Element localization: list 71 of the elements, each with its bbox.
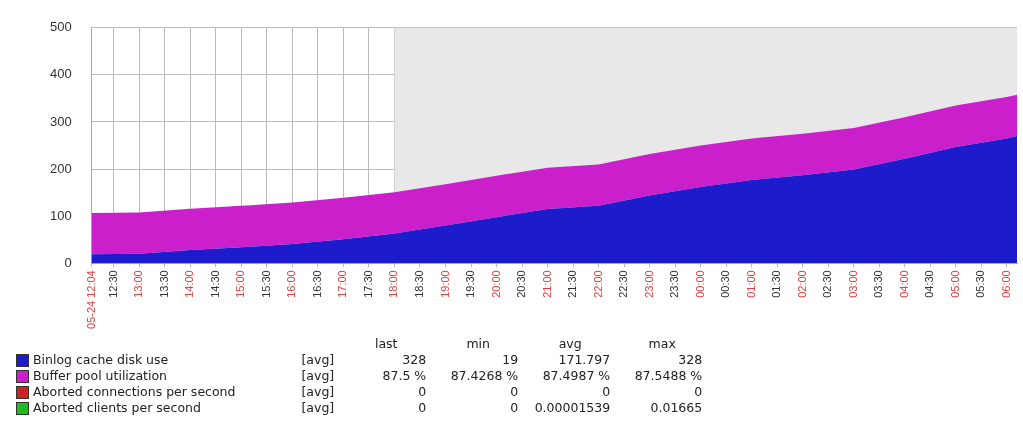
text: 0 bbox=[693, 384, 704, 400]
text: 19 bbox=[501, 352, 520, 368]
text: 87.5488 % bbox=[633, 368, 704, 384]
x-tick-label: 17:30 bbox=[361, 270, 374, 298]
x-tick-label: 15:00 bbox=[234, 270, 247, 298]
x-tick-label: 16:00 bbox=[285, 270, 298, 298]
legend-label: Aborted connections per second bbox=[32, 384, 237, 400]
text: [avg] bbox=[300, 352, 336, 368]
text: last bbox=[373, 336, 399, 352]
text: 0 bbox=[509, 400, 520, 416]
x-tick-label: 17:00 bbox=[336, 270, 349, 298]
x-tick-label: 14:30 bbox=[208, 270, 221, 298]
x-tick-label: 04:30 bbox=[923, 270, 936, 298]
x-tick-label: 14:00 bbox=[183, 270, 196, 298]
x-tick-label: 02:00 bbox=[795, 270, 808, 298]
text: 87.5 % bbox=[381, 368, 428, 384]
legend-label: Aborted clients per second bbox=[32, 400, 202, 416]
x-tick-label: 13:30 bbox=[157, 270, 170, 298]
text: 0 bbox=[417, 400, 428, 416]
y-tick-label: 500 bbox=[49, 19, 72, 35]
y-tick-label: 300 bbox=[49, 113, 72, 129]
x-tick-label: 03:30 bbox=[872, 270, 885, 298]
x-tick-label: 12:30 bbox=[106, 270, 119, 298]
y-tick-label: 200 bbox=[49, 160, 72, 176]
text: 0 bbox=[417, 384, 428, 400]
x-tick-label: 18:30 bbox=[413, 270, 425, 298]
text: 0.00001539 bbox=[533, 400, 612, 416]
x-tick-label: 21:30 bbox=[566, 270, 579, 298]
x-tick-label: 22:30 bbox=[617, 270, 630, 298]
text: 0 bbox=[601, 384, 612, 400]
text: 87.4987 % bbox=[541, 368, 612, 384]
text: 171.797 bbox=[557, 352, 612, 368]
x-tick-label: 01:30 bbox=[770, 270, 783, 298]
x-tick-label: 19:30 bbox=[464, 270, 477, 298]
x-tick-label: 20:00 bbox=[489, 270, 502, 298]
x-tick-label: 04:00 bbox=[897, 270, 910, 298]
text: 0.01665 bbox=[649, 400, 704, 416]
text: [avg] bbox=[300, 400, 336, 416]
x-tick-label: 22:00 bbox=[591, 270, 604, 298]
x-tick-label: 05-24 12:04 bbox=[84, 270, 97, 329]
text: [avg] bbox=[300, 384, 336, 400]
x-tick-label: 03:00 bbox=[846, 270, 859, 298]
x-tick-label: 01:00 bbox=[744, 270, 757, 298]
x-tick-label: 05:00 bbox=[948, 270, 961, 298]
y-tick-label: 0 bbox=[64, 254, 72, 270]
x-tick-label: 00:30 bbox=[719, 270, 732, 298]
legend-label: Binlog cache disk use bbox=[32, 352, 170, 368]
x-tick-label: 18:00 bbox=[387, 270, 400, 298]
x-tick-label: 16:30 bbox=[310, 270, 323, 298]
text: 328 bbox=[401, 352, 428, 368]
x-tick-label: 19:00 bbox=[438, 270, 451, 298]
x-tick-label: 23:00 bbox=[642, 270, 655, 298]
x-tick-label: 00:00 bbox=[693, 270, 706, 298]
x-tick-label: 02:30 bbox=[821, 270, 834, 298]
text: [avg] bbox=[300, 368, 336, 384]
x-tick-label: 13:00 bbox=[132, 270, 145, 298]
y-tick-label: 100 bbox=[49, 207, 72, 223]
text: max bbox=[647, 336, 677, 352]
text: avg bbox=[557, 336, 583, 352]
legend-label: Buffer pool utilization bbox=[32, 368, 168, 384]
text: 87.4268 % bbox=[449, 368, 520, 384]
text: min bbox=[465, 336, 491, 352]
x-tick-label: 05:30 bbox=[974, 270, 987, 298]
text: 0 bbox=[509, 384, 520, 400]
x-tick-label: 23:30 bbox=[668, 270, 681, 298]
x-tick-label: 20:30 bbox=[515, 270, 528, 298]
x-tick-label: 15:30 bbox=[259, 270, 272, 298]
y-tick-label: 400 bbox=[49, 66, 72, 82]
x-tick-label: 21:00 bbox=[540, 270, 553, 298]
x-tick-label: 06:00 bbox=[999, 270, 1012, 298]
text: 328 bbox=[677, 352, 704, 368]
